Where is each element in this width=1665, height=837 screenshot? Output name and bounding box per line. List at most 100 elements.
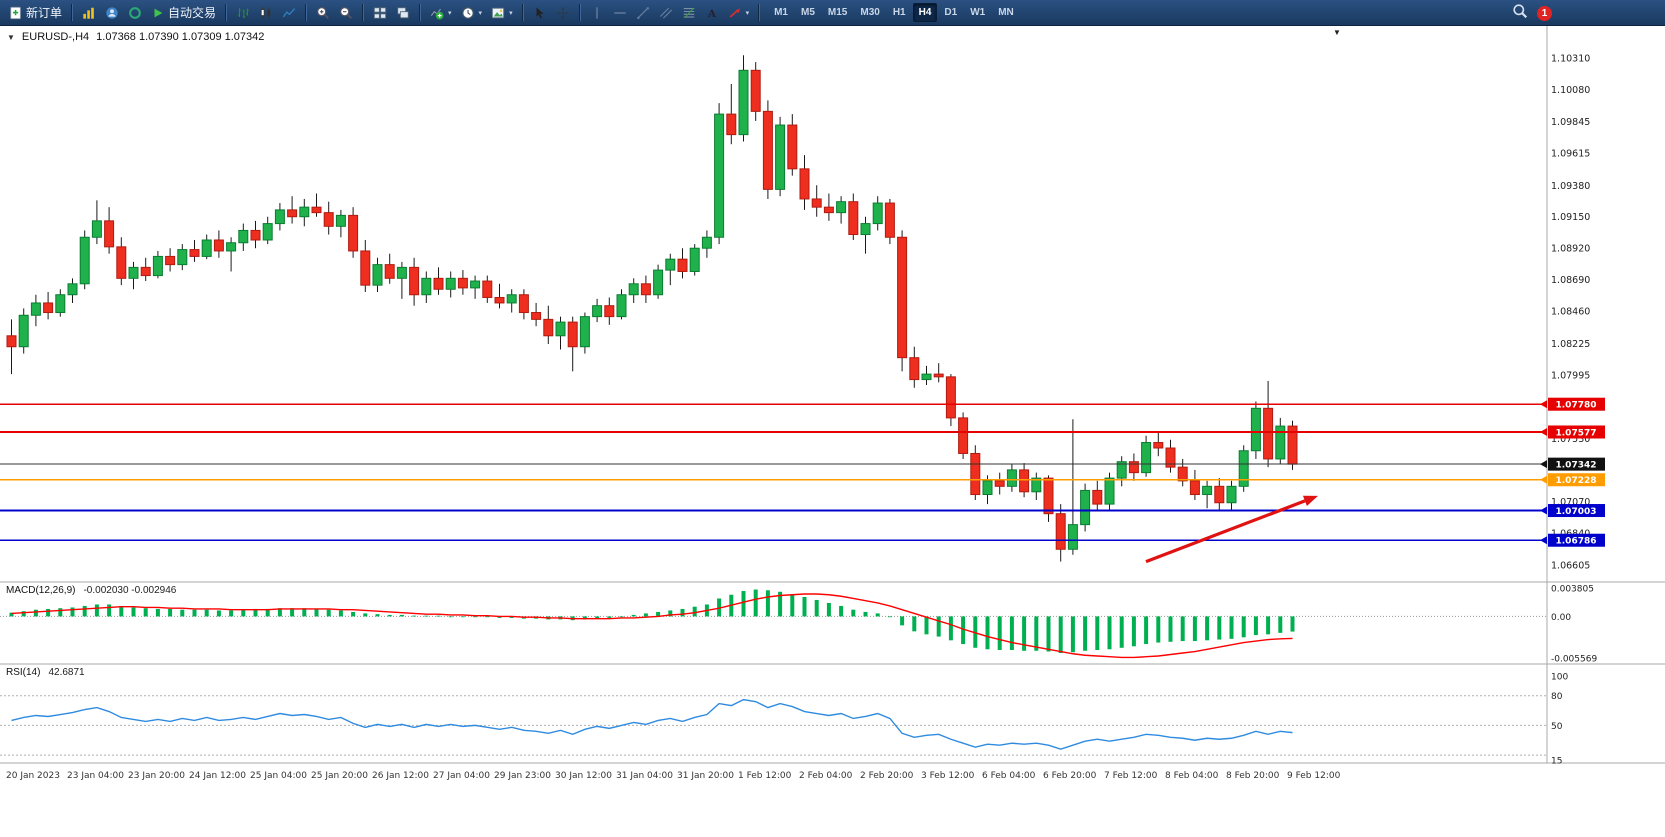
svg-text:100: 100: [1551, 672, 1568, 682]
zoom-in-button[interactable]: [312, 2, 334, 24]
toolbar-separator: [758, 4, 761, 21]
trendline-tool-button[interactable]: [632, 2, 654, 24]
svg-text:1.09615: 1.09615: [1551, 149, 1590, 160]
profile-icon: [105, 6, 119, 20]
horizontal-line-tool-button[interactable]: [609, 2, 631, 24]
chart-area[interactable]: 1.10310 1.10080 1.09845 1.09615 1.09380 1.091…: [0, 26, 1665, 837]
svg-text:1.08225: 1.08225: [1551, 339, 1590, 350]
svg-text:1.10310: 1.10310: [1551, 54, 1590, 65]
fibonacci-icon: [682, 6, 696, 20]
svg-text:6 Feb 04:00: 6 Feb 04:00: [982, 771, 1036, 781]
timeframe-m5[interactable]: M5: [801, 7, 815, 18]
vertical-line-tool-button[interactable]: [586, 2, 608, 24]
line-chart-button[interactable]: [278, 2, 300, 24]
svg-text:27 Jan 04:00: 27 Jan 04:00: [433, 771, 490, 781]
new-order-label: 新订单: [26, 6, 63, 20]
community-icon: [128, 6, 142, 20]
new-order-button[interactable]: 新订单: [5, 2, 66, 24]
profile-button[interactable]: [101, 2, 123, 24]
autotrading-icon: [151, 6, 165, 20]
cascade-windows-button[interactable]: [392, 2, 414, 24]
autotrading-button[interactable]: 自动交易: [147, 2, 220, 24]
search-icon[interactable]: [1512, 3, 1528, 24]
candlestick-chart-button[interactable]: [255, 2, 277, 24]
svg-text:9 Feb 12:00: 9 Feb 12:00: [1287, 771, 1341, 781]
svg-text:1.07530: 1.07530: [1551, 434, 1590, 445]
chart-symbol-label: ▼ EURUSD-,H4 1.07368 1.07390 1.07309 1.0…: [7, 31, 264, 43]
horizontal-line-icon: [613, 6, 627, 20]
symbol-ohlc: 1.07368 1.07390 1.07309 1.07342: [96, 31, 265, 43]
svg-text:25 Jan 04:00: 25 Jan 04:00: [250, 771, 307, 781]
tile-windows-button[interactable]: [369, 2, 391, 24]
timeframe-h4[interactable]: H4: [912, 3, 938, 22]
svg-text:31 Jan 20:00: 31 Jan 20:00: [677, 771, 734, 781]
rsi-value: 42.6871: [48, 667, 85, 678]
chart-shift-marker[interactable]: ▼: [1333, 28, 1341, 37]
macd-values: -0.002030 -0.002946: [83, 585, 177, 596]
svg-text:1.09845: 1.09845: [1551, 117, 1590, 128]
svg-text:1 Feb 12:00: 1 Feb 12:00: [738, 771, 792, 781]
toolbar-separator: [521, 4, 524, 21]
community-button[interactable]: [124, 2, 146, 24]
channel-tool-button[interactable]: [655, 2, 677, 24]
svg-text:6 Feb 20:00: 6 Feb 20:00: [1043, 771, 1097, 781]
bars-chart-button[interactable]: [232, 2, 254, 24]
svg-text:25 Jan 20:00: 25 Jan 20:00: [311, 771, 368, 781]
toolbar-separator: [71, 4, 74, 21]
chevron-down-icon: ▾: [745, 9, 750, 17]
template-button[interactable]: ▾: [487, 2, 517, 24]
svg-text:1.07070: 1.07070: [1551, 497, 1590, 508]
indicators-button[interactable]: ▾: [426, 2, 456, 24]
svg-text:2 Feb 20:00: 2 Feb 20:00: [860, 771, 914, 781]
svg-text:29 Jan 23:00: 29 Jan 23:00: [494, 771, 551, 781]
notification-badge[interactable]: 1: [1537, 5, 1552, 21]
timeframe-w1[interactable]: W1: [970, 7, 986, 18]
symbol-collapse-icon[interactable]: ▼: [7, 32, 15, 42]
indicators-icon: [430, 6, 444, 20]
svg-text:1.07228: 1.07228: [1556, 476, 1597, 486]
candles: [6, 55, 1298, 562]
timeframe-m15[interactable]: M15: [827, 7, 848, 18]
timeframe-m1[interactable]: M1: [774, 7, 788, 18]
zoom-out-icon: [339, 6, 353, 20]
svg-text:1.07342: 1.07342: [1556, 461, 1597, 471]
timeframe-toolbar: M1 M5 M15 M30 H1 H4 D1 W1 MN: [768, 3, 1020, 22]
svg-text:15: 15: [1551, 757, 1562, 767]
chevron-down-icon: ▾: [478, 9, 483, 17]
candlestick-chart-icon: [259, 6, 273, 20]
svg-text:1.06605: 1.06605: [1551, 561, 1590, 572]
symbol-name: EURUSD-,H4: [21, 31, 90, 43]
timeframe-m30[interactable]: M30: [860, 7, 880, 18]
pane-borders: [0, 26, 1665, 764]
chart-window-icon: [82, 6, 96, 20]
line-chart-icon: [282, 6, 296, 20]
zoom-out-button[interactable]: [335, 2, 357, 24]
time-axis: 20 Jan 2023 23 Jan 04:00 23 Jan 20:00 24 Ja…: [6, 771, 1341, 781]
text-icon: A: [705, 6, 719, 20]
cursor-tool-button[interactable]: [529, 2, 551, 24]
fibonacci-tool-button[interactable]: [678, 2, 700, 24]
svg-text:1.08690: 1.08690: [1551, 275, 1590, 286]
svg-text:1.07780: 1.07780: [1556, 401, 1597, 411]
toolbar-right: 1: [1512, 0, 1552, 26]
svg-text:0.003805: 0.003805: [1551, 585, 1594, 595]
toolbar-separator: [305, 4, 308, 21]
arrows-tool-button[interactable]: ▾: [724, 2, 754, 24]
crosshair-tool-button[interactable]: [552, 2, 574, 24]
zoom-in-icon: [316, 6, 330, 20]
periods-button[interactable]: ▾: [457, 2, 487, 24]
timeframe-d1[interactable]: D1: [944, 7, 958, 18]
text-tool-button[interactable]: A: [701, 2, 723, 24]
timeframe-mn[interactable]: MN: [998, 7, 1014, 18]
timeframe-h1[interactable]: H1: [892, 7, 906, 18]
price-chart[interactable]: 1.10310 1.10080 1.09845 1.09615 1.09380 1.091…: [0, 26, 1665, 837]
bars-chart-icon: [236, 6, 250, 20]
svg-text:0.00: 0.00: [1551, 613, 1571, 623]
svg-text:1.08460: 1.08460: [1551, 307, 1590, 318]
cascade-windows-icon: [396, 6, 410, 20]
svg-text:-0.005569: -0.005569: [1551, 655, 1597, 665]
trendline-icon: [636, 6, 650, 20]
toolbar-separator: [362, 4, 365, 21]
cursor-icon: [533, 6, 547, 20]
chart-window-button[interactable]: [78, 2, 100, 24]
